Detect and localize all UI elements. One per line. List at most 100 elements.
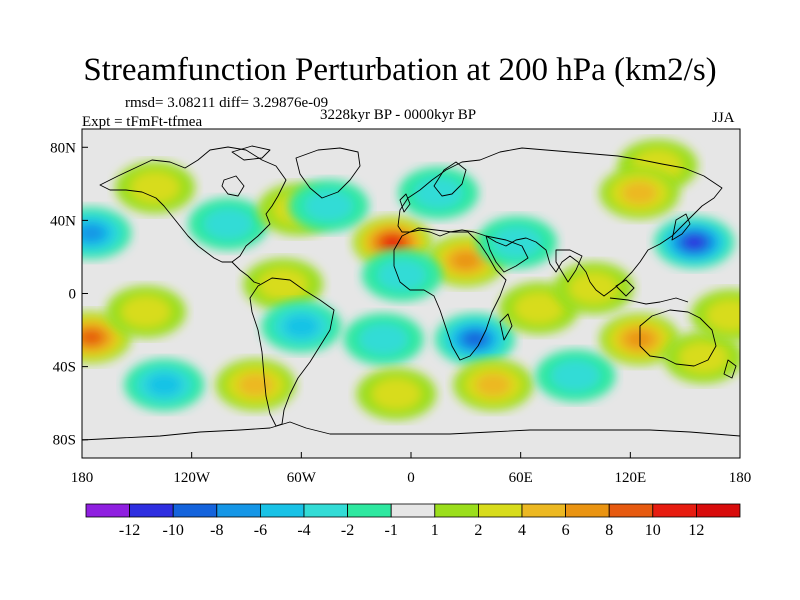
lon-tick-label: 180 <box>729 470 752 486</box>
field-contour <box>203 208 253 241</box>
coastline-layer <box>82 145 740 441</box>
colorbar-label: 12 <box>688 522 704 539</box>
colorbar: -12 -10 -8 -6 -4 -2 -1 1 2 4 6 8 10 12 <box>85 503 741 539</box>
field-anomaly <box>243 258 324 311</box>
lat-tick-label: 80S <box>53 433 76 449</box>
coast-new-zealand <box>723 359 737 379</box>
colorbar-label: -2 <box>341 522 354 539</box>
field-contour <box>678 341 729 374</box>
coast-madagascar <box>499 313 513 341</box>
latitude-axis: 80N 40N 0 40S 80S <box>50 140 88 449</box>
field-contour <box>706 299 740 332</box>
period-label: 3228kyr BP - 0000kyr BP <box>320 107 477 123</box>
field-anomaly <box>535 349 616 402</box>
coast-arctic-islands <box>231 145 271 161</box>
colorbar-label: 8 <box>605 522 613 539</box>
field-contour <box>121 295 171 328</box>
field-contour <box>413 176 464 209</box>
field-contour <box>492 226 542 259</box>
colorbar-box <box>216 503 261 518</box>
colorbar-box <box>259 503 305 518</box>
experiment-label: Expt = tFmFt-tfmea <box>82 114 203 130</box>
field-anomaly <box>553 262 634 315</box>
plot-title: Streamfunction Perturbation at 200 hPa (… <box>83 52 717 88</box>
colorbar-box <box>434 503 479 518</box>
field-anomaly <box>343 313 424 366</box>
coast-indonesia <box>609 279 689 305</box>
coast-south-america <box>249 277 335 427</box>
field-anomaly <box>690 289 740 342</box>
coast-british-isles <box>399 193 411 213</box>
field-anomaly <box>115 161 196 214</box>
field-anomaly <box>105 285 186 338</box>
colorbar-label: 2 <box>474 522 482 539</box>
field-contour <box>258 268 308 301</box>
colorbar-box <box>85 503 130 518</box>
field-anomaly <box>215 358 296 411</box>
field-contour <box>383 236 403 249</box>
colorbar-label: -12 <box>119 522 140 539</box>
field-contour <box>463 331 487 347</box>
field-anomaly <box>361 249 442 302</box>
season-label: JJA <box>712 110 735 126</box>
coast-japan <box>671 213 691 241</box>
colorbar-label: -8 <box>210 522 223 539</box>
colorbar-box <box>608 503 654 518</box>
stats-label: rmsd= 3.08211 diff= 3.29876e-09 <box>125 95 329 111</box>
lon-tick-label: 60W <box>287 470 317 486</box>
lat-tick-label: 40S <box>53 360 76 376</box>
colorbar-label: -10 <box>163 522 184 539</box>
field-anomaly <box>453 358 534 411</box>
field-contour <box>82 329 103 345</box>
colorbar-box <box>172 503 218 518</box>
colorbar-box <box>303 503 348 518</box>
field-anomaly <box>434 313 515 366</box>
field-contour <box>146 373 183 397</box>
lat-tick-label: 40N <box>50 213 76 229</box>
field-contour <box>451 251 480 270</box>
field-anomaly <box>356 368 437 421</box>
coast-hudson-bay <box>221 175 245 197</box>
colorbar-label: 4 <box>518 522 526 539</box>
field-contour <box>475 373 512 397</box>
field-contour <box>625 330 654 349</box>
field-anomaly <box>188 198 269 251</box>
lon-tick-label: 120E <box>614 470 646 486</box>
colorbar-box <box>521 503 566 518</box>
colorbar-box <box>565 503 610 518</box>
lon-tick-label: 180 <box>71 470 94 486</box>
field-anomaly <box>654 216 735 269</box>
field-contour <box>304 189 354 222</box>
field-contour <box>82 224 106 243</box>
field-layer <box>82 139 740 421</box>
field-contour <box>358 323 409 356</box>
field-anomaly <box>288 179 369 232</box>
colorbar-box <box>390 503 436 518</box>
field-anomaly <box>599 166 680 219</box>
coast-north-america <box>99 146 287 263</box>
colorbar-box <box>129 503 174 518</box>
field-anomaly <box>261 300 342 353</box>
field-anomaly <box>599 313 680 366</box>
colorbar-label: 1 <box>431 522 439 539</box>
lat-tick-label: 80N <box>50 140 76 156</box>
colorbar-box <box>477 503 523 518</box>
field-anomaly <box>124 358 205 411</box>
field-contour <box>237 373 274 397</box>
lon-tick-label: 60E <box>509 470 533 486</box>
field-anomaly <box>398 166 479 219</box>
field-contour <box>371 378 421 411</box>
field-contour <box>130 171 180 204</box>
lon-tick-label: 120W <box>173 470 211 486</box>
colorbar-box <box>347 503 392 518</box>
lat-tick-label: 0 <box>69 287 77 303</box>
field-anomaly <box>477 216 558 269</box>
lon-tick-label: 0 <box>407 470 415 486</box>
field-contour <box>550 359 601 392</box>
field-contour <box>621 181 658 205</box>
field-contour <box>377 259 427 292</box>
colorbar-label: -1 <box>385 522 398 539</box>
colorbar-box <box>696 503 741 518</box>
coast-india <box>555 249 583 283</box>
